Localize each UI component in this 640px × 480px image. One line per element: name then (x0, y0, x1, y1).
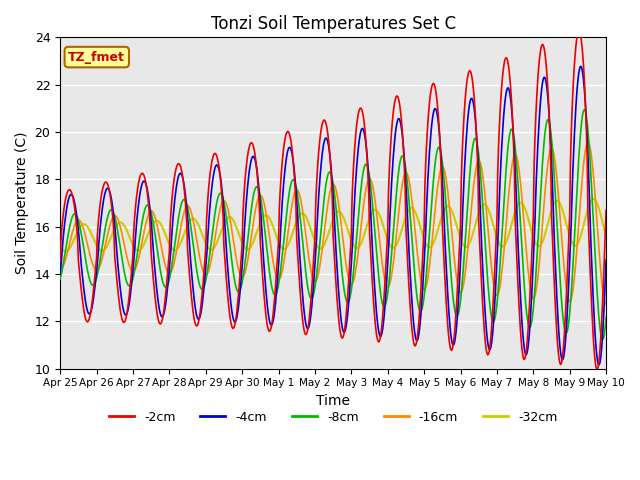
Line: -4cm: -4cm (60, 67, 606, 365)
-8cm (176, 207, 184, 213)
-32cm (553, 198, 561, 204)
-2cm (378, 324, 385, 330)
-16cm (431, 203, 439, 209)
Y-axis label: Soil Temperature (C): Soil Temperature (C) (15, 132, 29, 274)
-4cm (602, 257, 610, 263)
-8cm (56, 276, 64, 282)
-2cm (575, 28, 582, 34)
-8cm (378, 297, 385, 303)
-16cm (552, 167, 560, 173)
Legend: -2cm, -4cm, -8cm, -16cm, -32cm: -2cm, -4cm, -8cm, -16cm, -32cm (104, 406, 563, 429)
-32cm (433, 232, 440, 238)
-4cm (577, 64, 585, 70)
-8cm (580, 107, 588, 113)
-4cm (552, 278, 560, 284)
-4cm (56, 270, 64, 276)
Line: -32cm: -32cm (60, 199, 606, 252)
-2cm (552, 317, 560, 323)
-16cm (378, 256, 385, 262)
-4cm (324, 143, 332, 149)
-4cm (378, 331, 385, 337)
-32cm (200, 237, 208, 242)
-32cm (589, 196, 597, 202)
-2cm (176, 162, 184, 168)
Text: TZ_fmet: TZ_fmet (68, 50, 125, 63)
-16cm (56, 266, 64, 272)
-16cm (324, 196, 332, 202)
-4cm (176, 170, 184, 176)
-2cm (602, 207, 610, 213)
-16cm (200, 269, 207, 275)
Line: -16cm: -16cm (60, 142, 606, 305)
-32cm (379, 220, 387, 226)
-32cm (602, 233, 610, 239)
-32cm (177, 240, 184, 246)
-2cm (593, 366, 601, 372)
-16cm (176, 229, 184, 235)
-4cm (431, 106, 439, 111)
-32cm (56, 243, 64, 249)
-2cm (56, 259, 64, 265)
-2cm (431, 86, 439, 92)
Line: -2cm: -2cm (60, 31, 606, 369)
-32cm (326, 228, 333, 234)
X-axis label: Time: Time (316, 394, 350, 408)
-16cm (602, 302, 610, 308)
-2cm (200, 276, 207, 281)
-8cm (602, 315, 610, 321)
-2cm (324, 138, 332, 144)
-32cm (61, 249, 69, 254)
-4cm (595, 362, 602, 368)
Line: -8cm: -8cm (60, 110, 606, 339)
-4cm (200, 290, 207, 296)
-8cm (200, 285, 207, 291)
Title: Tonzi Soil Temperatures Set C: Tonzi Soil Temperatures Set C (211, 15, 456, 33)
-8cm (552, 205, 560, 211)
-8cm (598, 336, 606, 342)
-8cm (324, 170, 332, 176)
-16cm (584, 139, 592, 145)
-8cm (431, 157, 439, 163)
